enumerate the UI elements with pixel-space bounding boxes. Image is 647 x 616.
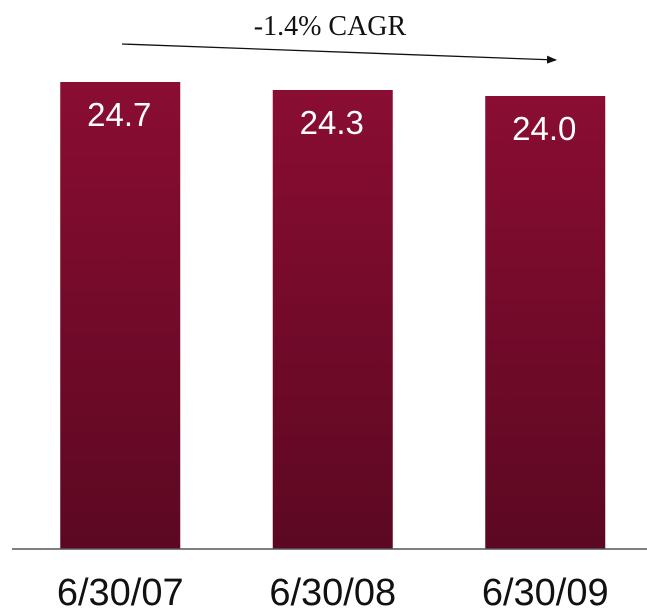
bar-6-30-07 [60, 82, 181, 549]
category-label: 6/30/09 [482, 572, 609, 614]
value-label: 24.7 [87, 96, 151, 133]
bars-group [60, 82, 606, 549]
category-labels-group: 6/30/07 6/30/08 6/30/09 [57, 572, 609, 614]
bar-6-30-09 [485, 96, 606, 549]
value-label: 24.0 [512, 110, 576, 147]
bar-6-30-08 [272, 90, 393, 549]
value-label: 24.3 [300, 104, 364, 141]
value-labels-group: 24.7 24.3 24.0 [87, 96, 576, 147]
category-label: 6/30/08 [269, 572, 396, 614]
cagr-trend-arrow [121, 43, 557, 64]
category-label: 6/30/07 [57, 572, 184, 614]
cagr-annotation: -1.4% CAGR [254, 11, 407, 42]
